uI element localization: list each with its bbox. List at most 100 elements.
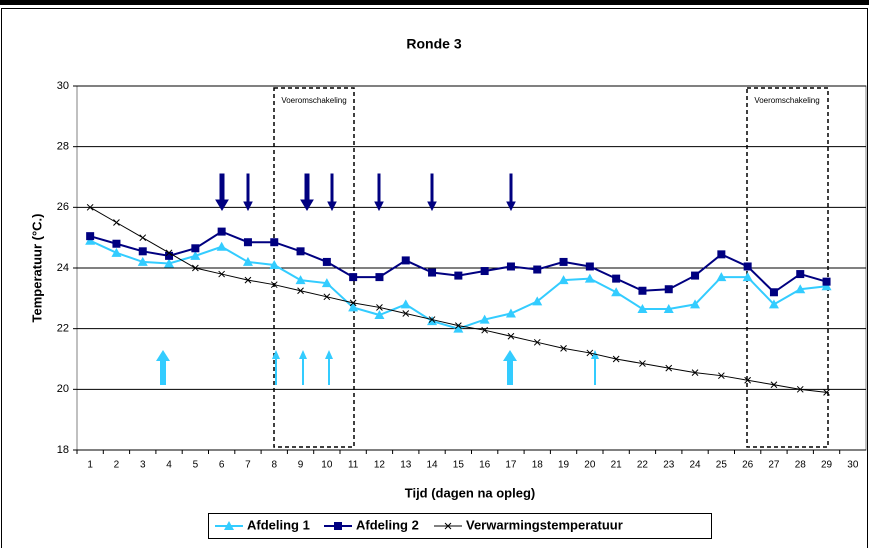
x-tick-label: 30 xyxy=(847,460,859,471)
marker xyxy=(506,262,515,271)
marker xyxy=(585,262,594,271)
marker xyxy=(376,304,383,311)
marker xyxy=(165,249,173,257)
marker xyxy=(533,265,542,274)
arrow xyxy=(427,173,437,212)
marker xyxy=(296,247,305,256)
x-tick-label: 15 xyxy=(453,460,465,471)
marker xyxy=(216,241,227,251)
marker xyxy=(742,272,753,282)
marker xyxy=(481,326,489,334)
chart-title: Ronde 3 xyxy=(406,36,461,52)
marker xyxy=(190,250,201,260)
annotation-label: Voeromschakeling xyxy=(754,96,819,105)
marker xyxy=(401,256,410,265)
x-tick-label: 28 xyxy=(795,460,807,471)
x-tick-label: 23 xyxy=(663,460,675,471)
arrow xyxy=(215,173,229,211)
x-tick-label: 16 xyxy=(479,460,491,471)
marker xyxy=(768,299,779,309)
marker xyxy=(691,271,700,280)
marker xyxy=(348,302,359,312)
marker xyxy=(559,257,568,266)
series xyxy=(85,235,832,333)
x-tick-label: 27 xyxy=(768,460,780,471)
marker xyxy=(402,310,410,317)
x-axis-label: Tijd (dagen na opleg) xyxy=(405,485,535,500)
marker xyxy=(795,284,806,294)
marker xyxy=(86,203,94,211)
marker xyxy=(217,227,226,236)
marker xyxy=(349,273,358,282)
marker xyxy=(400,299,411,309)
marker xyxy=(822,277,831,286)
arrow xyxy=(374,173,384,212)
marker xyxy=(111,247,122,257)
marker xyxy=(663,303,674,313)
x-tick-label: 11 xyxy=(348,460,359,471)
arrow xyxy=(299,350,307,385)
x-tick-label: 14 xyxy=(426,460,438,471)
marker xyxy=(349,299,357,307)
legend-marker xyxy=(224,521,234,530)
marker xyxy=(165,251,174,260)
marker xyxy=(558,275,569,285)
x-tick-label: 29 xyxy=(821,460,833,471)
x-tick-label: 9 xyxy=(298,460,304,471)
x-tick-label: 25 xyxy=(716,460,728,471)
marker xyxy=(769,288,778,297)
legend-marker xyxy=(334,522,342,530)
marker xyxy=(191,264,199,272)
series xyxy=(86,227,831,297)
x-tick-label: 13 xyxy=(400,460,412,471)
marker xyxy=(244,276,252,284)
x-tick-label: 8 xyxy=(271,460,277,471)
marker xyxy=(743,262,752,271)
x-tick-label: 7 xyxy=(245,460,251,471)
marker xyxy=(479,314,490,324)
marker xyxy=(716,272,727,282)
marker xyxy=(427,316,438,326)
x-tick-label: 2 xyxy=(114,460,120,471)
marker xyxy=(85,235,96,245)
marker xyxy=(586,349,594,357)
marker xyxy=(321,278,332,288)
marker xyxy=(796,385,804,393)
top-strip xyxy=(0,0,869,5)
marker xyxy=(744,376,752,384)
x-tick-label: 24 xyxy=(689,460,701,471)
series xyxy=(86,203,830,396)
marker xyxy=(297,287,304,295)
arrow xyxy=(591,350,599,385)
marker xyxy=(665,364,673,372)
marker xyxy=(322,257,331,266)
marker xyxy=(375,273,384,282)
x-tick-label: 20 xyxy=(584,460,596,471)
x-tick-label: 10 xyxy=(321,460,333,471)
marker xyxy=(823,389,830,396)
x-tick-label: 18 xyxy=(532,460,544,471)
marker xyxy=(243,238,252,247)
marker xyxy=(86,232,95,241)
marker xyxy=(664,285,673,294)
marker xyxy=(638,286,647,295)
marker xyxy=(323,293,331,301)
y-axis-label: Temperatuur (°C.) xyxy=(29,214,44,323)
y-tick-label: 18 xyxy=(57,444,69,456)
marker xyxy=(770,381,778,389)
marker xyxy=(139,234,147,242)
x-tick-label: 17 xyxy=(505,460,517,471)
marker xyxy=(480,267,489,276)
marker xyxy=(295,275,306,285)
marker xyxy=(113,219,120,226)
annotation-box xyxy=(273,87,355,448)
marker xyxy=(584,273,595,283)
x-tick-label: 1 xyxy=(87,460,93,471)
marker xyxy=(428,316,436,323)
marker xyxy=(137,256,148,266)
marker xyxy=(637,303,648,313)
arrow xyxy=(503,350,517,385)
legend-marker xyxy=(444,522,452,530)
marker xyxy=(453,323,464,333)
